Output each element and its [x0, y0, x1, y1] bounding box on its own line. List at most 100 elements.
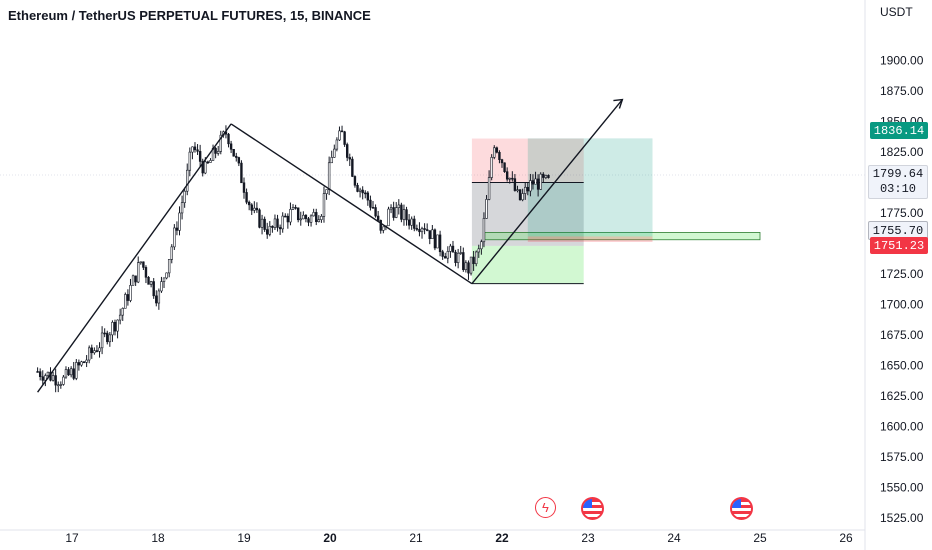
price-axis[interactable]: USDT1900.001875.001850.001825.001800.001… — [864, 0, 924, 550]
candle-body — [173, 227, 176, 248]
candle-body — [129, 285, 132, 301]
candle-body — [425, 229, 429, 231]
candle-body — [139, 261, 142, 264]
zone-box — [471, 245, 584, 284]
candle-body — [214, 148, 217, 154]
candle-body — [160, 281, 163, 292]
candle-body — [312, 212, 315, 217]
arrow-head — [613, 98, 624, 109]
candle-body — [320, 215, 323, 220]
candle-body — [464, 262, 468, 270]
candle-body — [296, 207, 300, 221]
flash-icon[interactable]: ϟ — [535, 497, 556, 518]
candle-body — [379, 220, 382, 231]
price-tick: 1550.00 — [880, 480, 924, 494]
us-flag-icon[interactable] — [730, 497, 753, 520]
candle-body — [438, 234, 442, 253]
candle-body — [147, 276, 150, 285]
candle-body — [358, 189, 362, 192]
candle-body — [175, 227, 179, 231]
candle-body — [242, 182, 246, 193]
candle-body — [495, 147, 499, 153]
candle-body — [100, 332, 104, 349]
price-tick: 1875.00 — [880, 84, 924, 98]
candle-body — [544, 175, 548, 178]
candle-body — [149, 281, 153, 285]
candle-body — [62, 376, 65, 385]
take-profit-tag: 1836.14 — [870, 122, 928, 139]
candle-body — [209, 160, 212, 163]
candle-body — [343, 131, 346, 145]
candle-body — [521, 193, 524, 201]
candle-body — [106, 332, 109, 343]
candle-body — [513, 178, 517, 191]
candle-body — [413, 218, 416, 229]
candle-body — [165, 272, 168, 279]
candle-body — [82, 361, 86, 364]
candle-body — [518, 189, 522, 201]
candle-body — [351, 158, 354, 177]
candle-body — [232, 148, 235, 157]
candle-body — [490, 157, 493, 178]
candle-body — [299, 218, 302, 221]
us-flag-icon[interactable] — [581, 497, 604, 520]
candle-body — [193, 146, 197, 151]
candle-body — [294, 207, 297, 209]
candle-body — [327, 162, 331, 190]
candle-body — [88, 347, 91, 361]
candle-body — [162, 277, 166, 282]
candle-body — [309, 215, 313, 223]
time-tick: 20 — [323, 531, 337, 545]
trendline — [471, 99, 623, 285]
candle-body — [103, 332, 106, 335]
time-tick: 18 — [151, 531, 165, 545]
time-axis[interactable]: 17 18 19 20 21 22 23 24 25 26 — [0, 529, 865, 545]
candle-body — [482, 218, 486, 243]
candle-body — [524, 186, 527, 194]
candle-body — [477, 248, 480, 253]
price-tick: 1675.00 — [880, 328, 924, 342]
candle-body — [240, 162, 243, 184]
time-tick: 17 — [65, 531, 79, 545]
candle-body — [444, 256, 447, 259]
candle-body — [108, 334, 112, 343]
candle-body — [144, 267, 148, 278]
price-tick: 1725.00 — [880, 267, 924, 281]
countdown: 03:10 — [879, 182, 916, 196]
time-tick: 21 — [409, 531, 423, 545]
time-tick: 25 — [753, 531, 767, 545]
candle-body — [126, 294, 130, 301]
candle-body — [356, 184, 359, 192]
trendlines[interactable] — [37, 98, 624, 393]
candle-body — [196, 149, 199, 152]
candle-body — [152, 281, 155, 297]
candle-body — [41, 376, 44, 381]
candle-body — [38, 371, 42, 377]
stop-zone — [527, 236, 653, 242]
candle-body — [180, 202, 184, 214]
candle-body — [67, 369, 70, 376]
candle-body — [536, 178, 540, 190]
candle-body — [433, 229, 437, 249]
candle-body — [98, 347, 101, 352]
last-price-value: 1799.64 — [872, 167, 924, 181]
candle-body — [260, 218, 264, 228]
candle-body — [206, 161, 210, 164]
candle-body — [531, 180, 535, 185]
candle-body — [54, 375, 57, 386]
stop-loss-tag: 1751.23 — [870, 237, 928, 254]
candle-body — [431, 229, 434, 239]
candle-body — [428, 230, 431, 239]
candle-body — [516, 189, 519, 191]
candle-body — [118, 314, 122, 321]
candle-body — [304, 214, 308, 220]
candle-body — [142, 261, 145, 268]
price-tick: 1900.00 — [880, 53, 924, 67]
candle-body — [423, 228, 426, 230]
candle-body — [191, 146, 194, 153]
candle-body — [284, 215, 287, 218]
candle-body — [402, 209, 406, 220]
candle-body — [353, 176, 357, 186]
candle-body — [289, 209, 292, 223]
